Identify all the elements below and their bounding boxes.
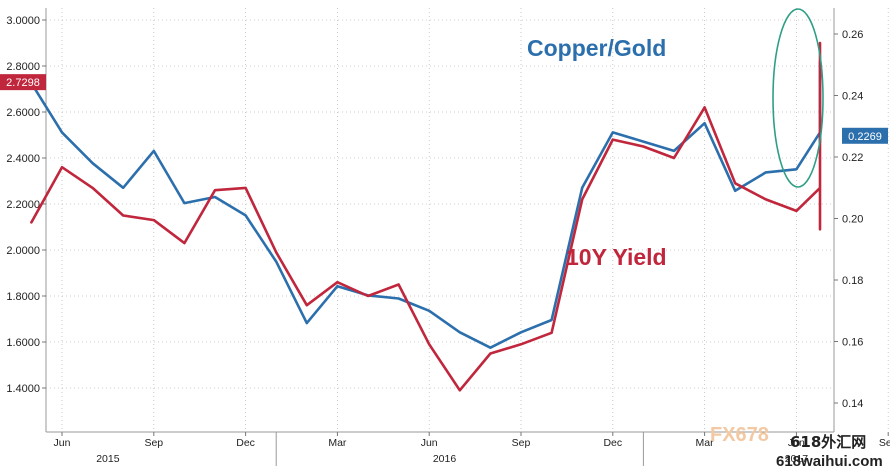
x-tick-label: Jun: [421, 437, 438, 449]
x-tick-label: Jun: [54, 437, 71, 449]
series-line-10y-yield: [30, 41, 822, 392]
left-last-value-tag: [0, 74, 46, 91]
series: [30, 41, 822, 392]
x-year-label: 2015: [96, 453, 120, 465]
axes: [45, 8, 835, 433]
x-year-label: 2017: [785, 453, 809, 465]
highlight-ellipse: [772, 8, 824, 188]
right-tick-label: 0.22: [842, 152, 863, 164]
left-tick-label: 2.0000: [6, 245, 40, 257]
x-tick-label: Sep: [879, 437, 890, 449]
x-tick-label: Jun: [788, 437, 805, 449]
x-tick-label: Dec: [236, 437, 255, 449]
series-line-copper-gold: [30, 60, 822, 350]
right-axis-ticks: 0.26 0.24 0.22 0.20 0.18 0.16 0.14: [834, 29, 863, 410]
left-tick-label: 2.2000: [6, 199, 40, 211]
x-tick-label: Sep: [144, 437, 163, 449]
watermark: FX678 618外汇网 618waihui.com: [710, 424, 883, 470]
left-tick-label: 3.0000: [6, 15, 40, 27]
left-tick-label: 1.4000: [6, 383, 40, 395]
grid: [46, 8, 889, 432]
left-tick-label: 2.8000: [6, 61, 40, 73]
right-tick-label: 0.20: [842, 214, 863, 226]
watermark-fx678: FX678: [710, 424, 769, 446]
x-tick-label: Mar: [696, 437, 715, 449]
copper-gold-label: Copper/Gold: [527, 35, 666, 61]
left-tick-label: 1.8000: [6, 291, 40, 303]
right-tick-label: 0.24: [842, 91, 863, 103]
x-axis-ticks: JunSepDecMarJunSepDecMarJunSepDec2015201…: [54, 432, 890, 466]
right-tick-label: 0.14: [842, 398, 863, 410]
left-last-value-text: 2.7298: [6, 77, 40, 89]
left-axis-ticks: 3.0000 2.8000 2.6000 2.4000 2.2000 2.0000 1.80…: [6, 15, 46, 395]
last-value-tags: 2.7298 0.2269: [0, 74, 888, 144]
watermark-url: 618waihui.com: [776, 453, 883, 470]
right-tick-label: 0.16: [842, 337, 863, 349]
right-last-value-text: 0.2269: [848, 131, 882, 143]
right-tick-label: 0.26: [842, 29, 863, 41]
right-tick-label: 0.18: [842, 275, 863, 287]
left-tick-label: 2.4000: [6, 153, 40, 165]
left-tick-label: 1.6000: [6, 337, 40, 349]
x-tick-label: Sep: [512, 437, 531, 449]
left-tick-label: 2.6000: [6, 107, 40, 119]
x-tick-label: Dec: [603, 437, 622, 449]
watermark-cn-name: 618外汇网: [790, 433, 866, 451]
ten-year-yield-label: 10Y Yield: [566, 244, 667, 270]
x-tick-label: Mar: [328, 437, 347, 449]
x-year-label: 2016: [433, 453, 457, 465]
right-last-value-tag: [842, 127, 888, 144]
